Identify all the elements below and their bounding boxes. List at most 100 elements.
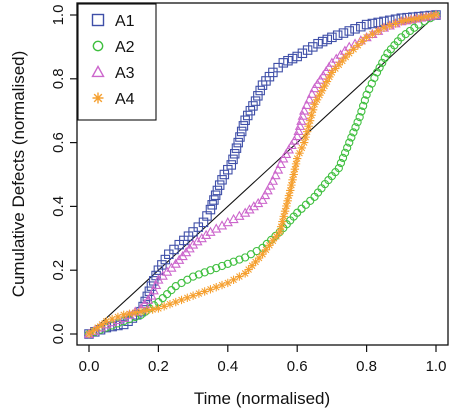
data-point-A4 (171, 297, 180, 307)
data-point-A4 (206, 285, 215, 294)
series-marker-A1 (238, 121, 249, 131)
series-marker-A1 (193, 222, 204, 232)
series-marker-A4 (265, 241, 274, 250)
series-marker-A1 (228, 154, 238, 165)
series-layer (83, 9, 442, 339)
x-tick-label: 1.0 (426, 358, 447, 375)
series-marker-A3 (192, 236, 203, 246)
series-marker-A3 (142, 294, 154, 304)
series-marker-A3 (304, 94, 315, 104)
data-point-A4 (286, 186, 295, 195)
series-marker-A2 (393, 37, 402, 46)
series-marker-A2 (317, 184, 326, 193)
data-point-A1 (164, 249, 174, 260)
series-marker-A4 (283, 196, 292, 206)
series-marker-A3 (234, 210, 245, 220)
series-marker-A3 (293, 125, 304, 136)
series-marker-A3 (283, 144, 295, 154)
series-marker-A4 (278, 217, 287, 226)
series-marker-A4 (373, 26, 383, 36)
series-marker-A2 (235, 255, 244, 264)
series-marker-A4 (317, 86, 327, 95)
x-tick-label: 0.2 (148, 358, 169, 375)
series-marker-A1 (229, 149, 240, 159)
y-axis-label: Cumulative Defects (normalised) (9, 51, 28, 298)
data-point-A4 (310, 100, 319, 109)
series-marker-A4 (353, 41, 363, 50)
series-marker-A2 (338, 153, 348, 163)
series-marker-A1 (140, 296, 150, 307)
y-tick-label: 0.2 (50, 260, 67, 281)
series-marker-A3 (286, 139, 297, 150)
series-marker-A4 (416, 13, 426, 22)
series-marker-A3 (272, 164, 284, 174)
data-point-A4 (275, 227, 285, 237)
series-marker-A1 (332, 30, 343, 40)
series-marker-A4 (183, 293, 192, 303)
series-marker-A2 (167, 286, 176, 295)
x-tick-label: 0.8 (356, 358, 377, 375)
series-marker-A4 (282, 201, 291, 211)
series-marker-A4 (268, 236, 278, 246)
series-marker-A2 (162, 290, 172, 299)
series-marker-A3 (262, 185, 273, 195)
series-marker-A1 (235, 132, 245, 142)
series-marker-A2 (357, 107, 366, 116)
data-point-A4 (299, 138, 309, 147)
series-marker-A2 (183, 275, 192, 284)
data-point-A3 (299, 105, 310, 115)
plot-border (76, 2, 449, 346)
series-marker-A3 (294, 120, 306, 130)
series-marker-A1 (338, 28, 349, 38)
data-point-A4 (379, 23, 389, 32)
series-marker-A3 (280, 148, 292, 158)
series-marker-A4 (251, 257, 260, 267)
series-marker-A2 (289, 212, 298, 221)
series-marker-A1 (202, 211, 212, 221)
series-marker-A4 (159, 302, 169, 311)
series-marker-A4 (295, 149, 304, 158)
data-point-A1 (226, 160, 237, 170)
data-point-A4 (431, 10, 441, 20)
data-point-A1 (361, 19, 372, 30)
series-marker-A4 (411, 14, 421, 23)
series-marker-A1 (209, 195, 219, 205)
series-marker-A3 (184, 243, 195, 253)
legend-marker-A3 (91, 65, 105, 78)
data-point-A2 (223, 259, 232, 268)
series-marker-A2 (217, 261, 227, 271)
data-point-A3 (278, 153, 289, 163)
series-marker-A1 (356, 21, 366, 32)
series-marker-A3 (296, 115, 307, 125)
series-marker-A4 (307, 111, 316, 120)
series-marker-A3 (148, 285, 159, 295)
legend-marker-A1 (91, 13, 105, 27)
series-marker-A4 (334, 60, 344, 69)
series-marker-A2 (340, 148, 350, 157)
series-marker-A1 (231, 143, 242, 153)
series-marker-A4 (358, 37, 367, 46)
series-marker-A4 (165, 300, 175, 309)
data-point-A4 (362, 33, 371, 42)
series-marker-A3 (200, 229, 212, 240)
series-marker-A1 (253, 91, 263, 101)
series-marker-A2 (353, 118, 362, 127)
series-marker-A2 (331, 167, 340, 177)
series-marker-A4 (305, 116, 315, 125)
series-marker-A1 (183, 231, 194, 241)
series-marker-A4 (261, 245, 271, 254)
series-marker-A4 (113, 312, 123, 322)
legend-label: A3 (115, 65, 135, 82)
series-marker-A4 (308, 105, 318, 114)
data-point-A1 (233, 137, 243, 148)
data-point-A1 (205, 204, 216, 215)
series-marker-A2 (200, 268, 209, 277)
series-marker-A1 (207, 200, 217, 210)
series-marker-A3 (275, 158, 286, 169)
data-point-A4 (188, 291, 198, 300)
data-point-A1 (344, 26, 354, 36)
legend-box (77, 3, 157, 121)
series-marker-A4 (341, 52, 350, 62)
series-marker-A4 (280, 206, 290, 216)
y-tick-label: 0.4 (50, 196, 67, 217)
